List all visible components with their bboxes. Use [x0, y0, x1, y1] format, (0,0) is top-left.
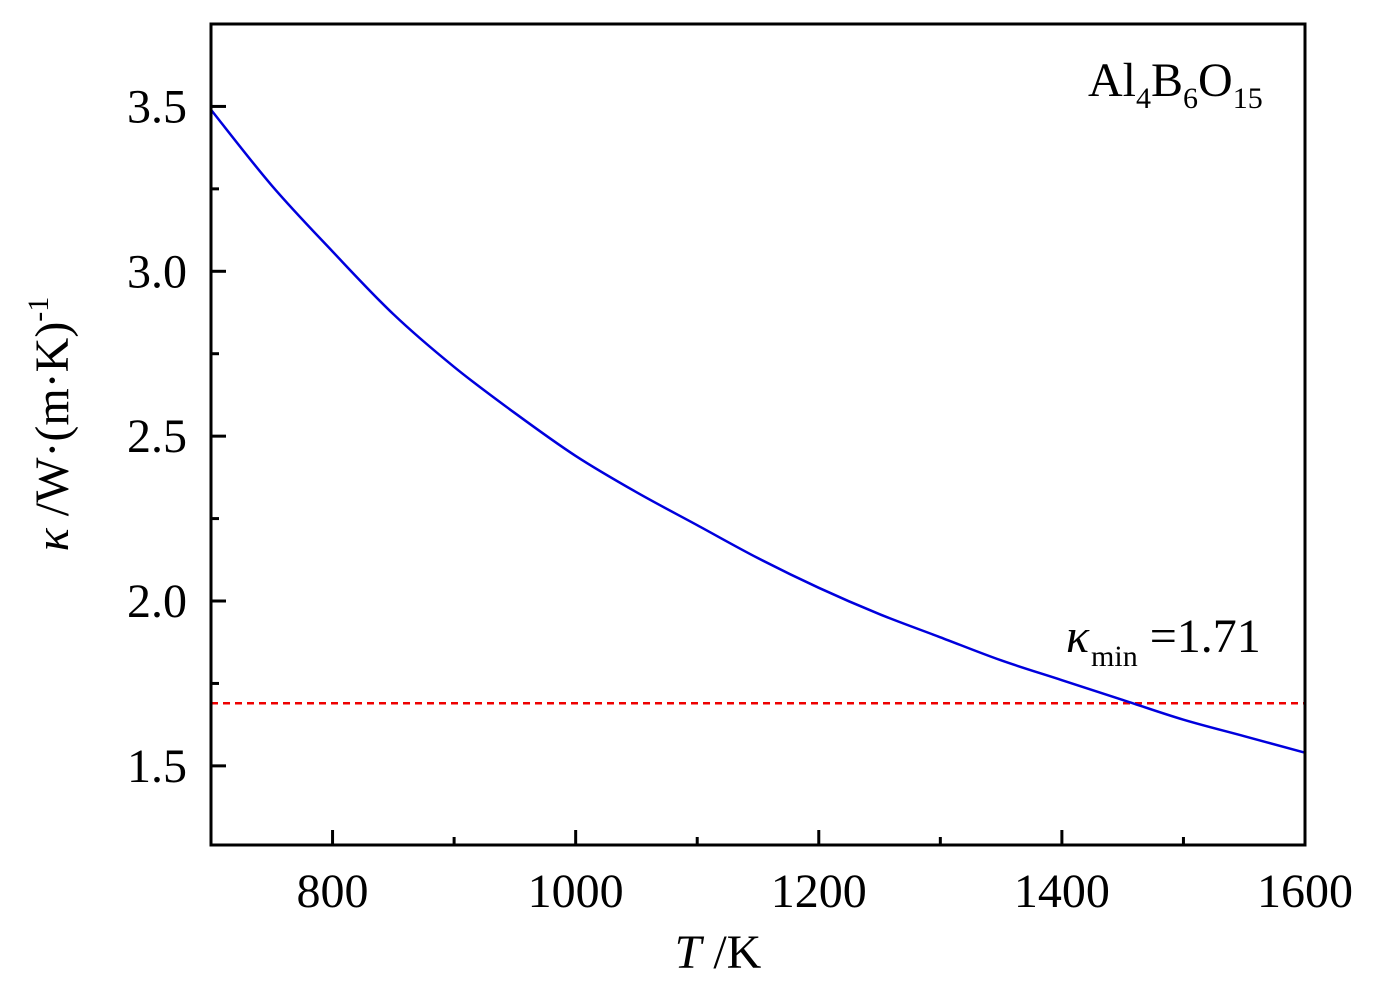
plot-frame — [209, 22, 1307, 847]
y-tick-label: 2.5 — [127, 410, 187, 463]
y-tick-label: 1.5 — [127, 740, 187, 793]
y-axis-title-unit: /W·(m·K) — [26, 322, 79, 529]
kappa-min-value: =1.71 — [1150, 610, 1261, 663]
x-tick-label: 1600 — [1257, 865, 1353, 918]
x-axis-title-italic: T — [675, 926, 705, 979]
y-axis-title-italic: κ — [26, 527, 79, 551]
compound-part: B — [1151, 54, 1183, 107]
compound-part: Al — [1088, 54, 1136, 107]
compound-part: O — [1198, 54, 1233, 107]
x-tick-labels: 800 1000 1200 1400 1600 — [297, 865, 1353, 918]
compound-label: Al4B6O15 — [1088, 54, 1263, 115]
x-axis-title-unit: /K — [701, 926, 761, 979]
y-tick-label: 3.0 — [127, 245, 187, 298]
kappa-min-label: κmin =1.71 — [1066, 610, 1261, 673]
x-tick-label: 800 — [297, 865, 369, 918]
y-tick-label: 2.0 — [127, 575, 187, 628]
x-axis-title: T /K — [675, 926, 762, 979]
x-tick-label: 1200 — [771, 865, 867, 918]
compound-part: 6 — [1183, 82, 1198, 115]
y-tick-label: 3.5 — [127, 80, 187, 133]
x-tick-label: 1400 — [1014, 865, 1110, 918]
y-tick-labels: 1.5 2.0 2.5 3.0 3.5 — [127, 80, 187, 792]
compound-part: 15 — [1233, 82, 1263, 115]
y-axis-title-superscript: -1 — [22, 297, 55, 322]
x-tick-label: 1000 — [528, 865, 624, 918]
kappa-min-subscript: min — [1091, 640, 1138, 673]
series-line — [210, 108, 1306, 754]
y-axis-title: κ /W·(m·K)-1 — [22, 297, 79, 552]
kappa-symbol: κ — [1066, 610, 1090, 663]
compound-part: 4 — [1136, 82, 1151, 115]
